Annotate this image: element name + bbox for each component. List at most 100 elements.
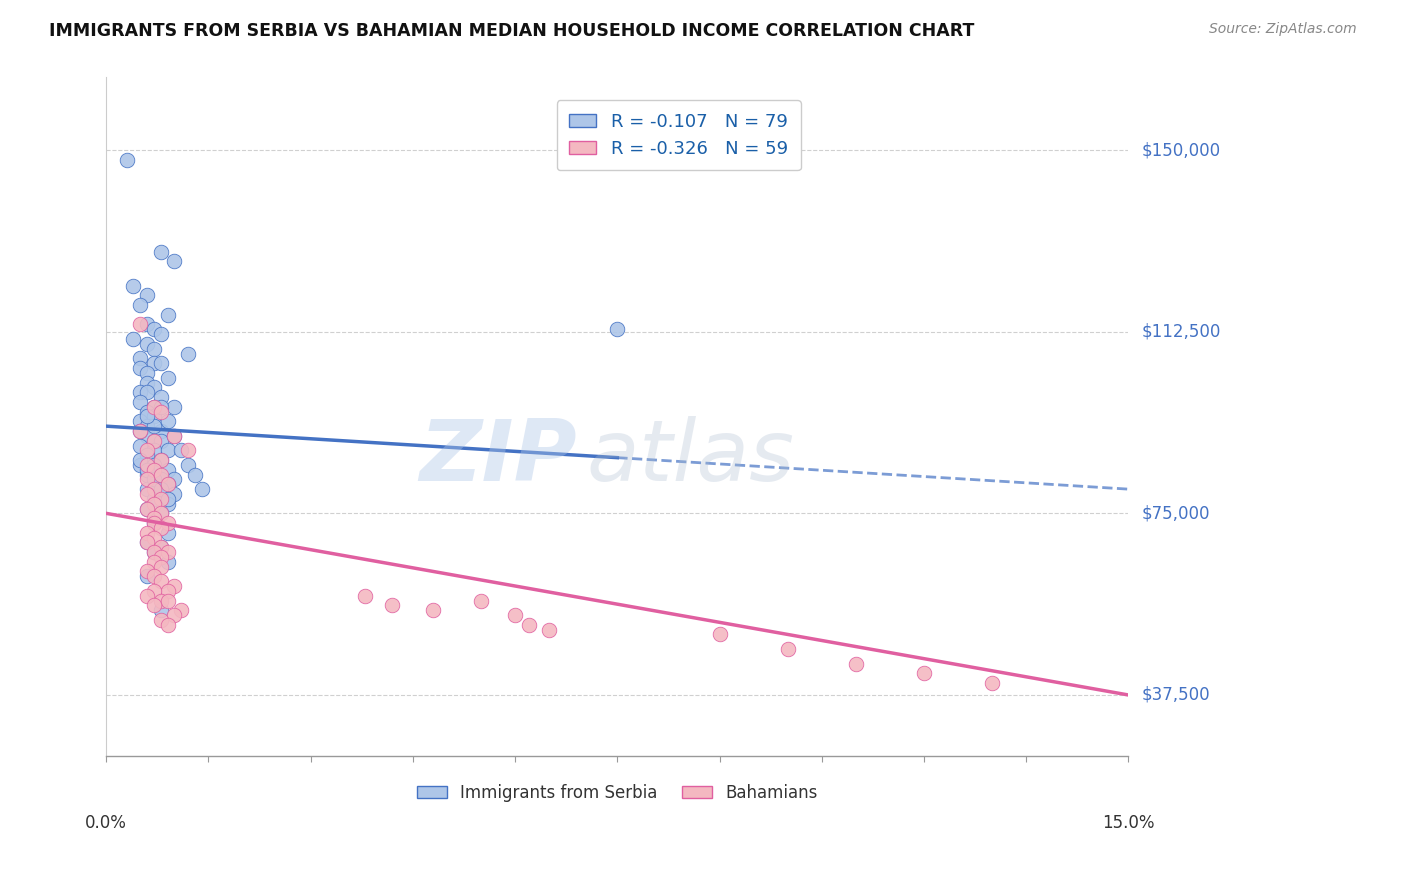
Point: [163, 429, 186, 443]
Point: [156, 477, 179, 491]
Point: [149, 472, 172, 486]
Point: [170, 443, 193, 458]
Point: [156, 491, 179, 506]
Point: [129, 351, 152, 366]
Point: [136, 501, 159, 516]
Point: [381, 599, 404, 613]
Point: [156, 583, 179, 598]
Text: IMMIGRANTS FROM SERBIA VS BAHAMIAN MEDIAN HOUSEHOLD INCOME CORRELATION CHART: IMMIGRANTS FROM SERBIA VS BAHAMIAN MEDIA…: [49, 22, 974, 40]
Point: [142, 516, 165, 530]
Point: [149, 541, 172, 555]
Point: [184, 467, 207, 482]
Point: [149, 327, 172, 342]
Point: [142, 477, 165, 491]
Point: [136, 429, 159, 443]
Point: [156, 525, 179, 540]
Point: [149, 507, 172, 521]
Point: [149, 356, 172, 370]
Point: [142, 356, 165, 370]
Point: [122, 332, 145, 346]
Point: [149, 482, 172, 496]
Point: [129, 414, 152, 428]
Point: [122, 278, 145, 293]
Point: [142, 434, 165, 448]
Point: [517, 617, 540, 632]
Point: [142, 545, 165, 559]
Point: [136, 467, 159, 482]
Text: 15.0%: 15.0%: [1102, 814, 1154, 831]
Point: [156, 617, 179, 632]
Point: [129, 361, 152, 376]
Point: [136, 458, 159, 472]
Point: [136, 318, 159, 332]
Point: [177, 458, 200, 472]
Point: [163, 487, 186, 501]
Point: [190, 482, 212, 496]
Point: [163, 579, 186, 593]
Point: [149, 244, 172, 259]
Point: [163, 608, 186, 623]
Point: [136, 487, 159, 501]
Text: atlas: atlas: [586, 416, 794, 499]
Point: [163, 400, 186, 414]
Point: [149, 574, 172, 589]
Point: [149, 507, 172, 521]
Point: [136, 565, 159, 579]
Text: 0.0%: 0.0%: [86, 814, 127, 831]
Text: ZIP: ZIP: [419, 416, 576, 499]
Point: [503, 608, 526, 623]
Point: [136, 535, 159, 549]
Point: [163, 429, 186, 443]
Point: [129, 318, 152, 332]
Point: [129, 424, 152, 438]
Point: [177, 443, 200, 458]
Point: [156, 516, 179, 530]
Point: [170, 603, 193, 617]
Point: [142, 380, 165, 394]
Point: [129, 453, 152, 467]
Point: [149, 541, 172, 555]
Point: [156, 370, 179, 384]
Point: [136, 385, 159, 400]
Point: [149, 603, 172, 617]
Point: [136, 419, 159, 434]
Point: [149, 467, 172, 482]
Point: [606, 322, 628, 336]
Point: [142, 555, 165, 569]
Point: [149, 491, 172, 506]
Point: [142, 463, 165, 477]
Point: [156, 414, 179, 428]
Point: [129, 385, 152, 400]
Point: [136, 463, 159, 477]
Point: [142, 583, 165, 598]
Point: [129, 424, 152, 438]
Point: [142, 434, 165, 448]
Point: [912, 666, 935, 681]
Point: [136, 525, 159, 540]
Point: [149, 434, 172, 448]
Point: [136, 376, 159, 390]
Point: [470, 593, 492, 607]
Point: [142, 482, 165, 496]
Point: [136, 288, 159, 302]
Point: [142, 545, 165, 559]
Point: [149, 549, 172, 564]
Point: [354, 589, 377, 603]
Point: [163, 472, 186, 486]
Point: [142, 400, 165, 414]
Point: [142, 472, 165, 486]
Point: [136, 589, 159, 603]
Point: [136, 569, 159, 583]
Point: [149, 487, 172, 501]
Point: [422, 603, 444, 617]
Point: [538, 623, 561, 637]
Point: [149, 559, 172, 574]
Point: [156, 443, 179, 458]
Text: $75,000: $75,000: [1142, 504, 1211, 523]
Point: [156, 308, 179, 322]
Point: [149, 404, 172, 418]
Point: [149, 390, 172, 404]
Point: [142, 569, 165, 583]
Point: [149, 521, 172, 535]
Point: [136, 366, 159, 380]
